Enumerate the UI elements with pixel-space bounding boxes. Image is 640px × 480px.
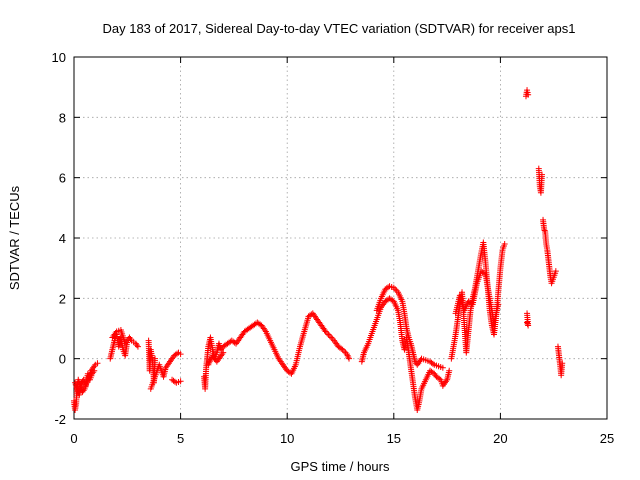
data-points: [71, 87, 566, 413]
data-point: [134, 343, 141, 350]
data-point: [524, 319, 531, 326]
y-tick-label: 4: [59, 231, 66, 246]
data-point: [94, 360, 101, 367]
data-point: [559, 360, 566, 367]
x-tick-label: 15: [387, 431, 401, 446]
data-point: [525, 91, 532, 98]
data-point: [177, 351, 184, 358]
y-axis-label: SDTVAR / TECUs: [7, 185, 22, 290]
x-tick-label: 25: [600, 431, 614, 446]
data-point: [220, 349, 227, 356]
x-tick-label: 20: [493, 431, 507, 446]
data-point: [177, 378, 184, 385]
data-point: [133, 342, 140, 349]
data-point: [346, 355, 353, 362]
data-point: [174, 350, 181, 357]
data-point: [326, 333, 333, 340]
data-point: [538, 171, 545, 178]
data-point: [481, 270, 488, 277]
data-point: [552, 268, 559, 275]
y-tick-label: 6: [59, 171, 66, 186]
data-point: [91, 367, 98, 374]
chart-title: Day 183 of 2017, Sidereal Day-to-day VTE…: [102, 21, 575, 36]
y-tick-label: 0: [59, 352, 66, 367]
plot-frame: [73, 56, 608, 420]
x-tick-label: 0: [70, 431, 77, 446]
data-point: [446, 367, 453, 374]
data-point: [501, 241, 508, 248]
y-tick-label: 8: [59, 110, 66, 125]
data-point: [122, 340, 129, 347]
x-tick-label: 10: [280, 431, 294, 446]
x-axis-label: GPS time / hours: [291, 459, 390, 474]
data-point: [338, 345, 345, 352]
data-point: [429, 360, 436, 367]
data-point: [436, 375, 443, 382]
data-point: [495, 301, 502, 308]
data-point: [152, 355, 159, 362]
tick-labels: 0 5 10 15 20 25 -2 0 2 4 6 8 10: [52, 50, 615, 446]
data-point: [325, 331, 332, 338]
y-tick-label: 2: [59, 291, 66, 306]
y-tick-label: -2: [54, 412, 66, 427]
grid-lines: [74, 57, 607, 419]
x-tick-label: 5: [177, 431, 184, 446]
data-point: [439, 364, 446, 371]
data-point: [345, 354, 352, 361]
data-point: [541, 227, 548, 234]
data-point: [328, 334, 335, 341]
y-tick-label: 10: [52, 50, 66, 65]
